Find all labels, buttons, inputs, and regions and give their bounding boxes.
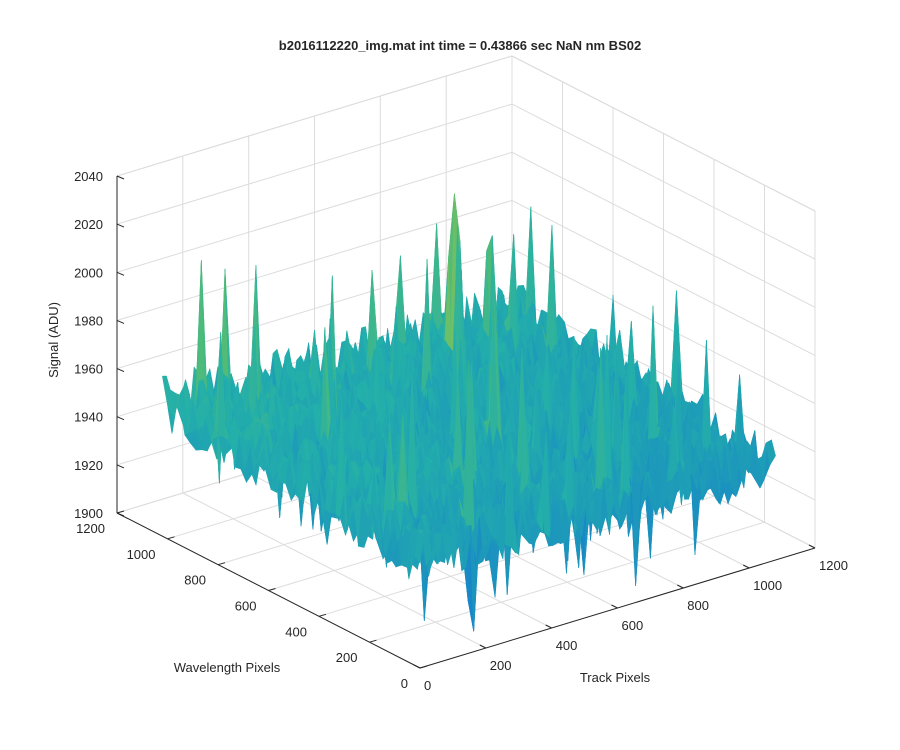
z-tick <box>116 175 125 180</box>
tick-labels: 0 200 400 600 800 1000 1200 0 200 400 600 800 1000 12… <box>74 169 848 693</box>
y-tick <box>369 639 377 643</box>
z-tick-label: 2040 <box>74 169 103 184</box>
z-axis-label: Signal (ADU) <box>46 302 61 378</box>
z-tick <box>116 271 125 276</box>
x-tick <box>545 624 552 629</box>
grid-line <box>116 151 513 273</box>
x-tick-label: 400 <box>556 638 578 653</box>
x-tick <box>413 664 421 669</box>
pane-edge <box>511 55 816 212</box>
x-axis-label: Track Pixels <box>580 670 651 685</box>
y-tick-label: 0 <box>401 676 408 691</box>
x-tick-label: 600 <box>622 618 644 633</box>
x-tick <box>611 604 618 609</box>
z-tick-label: 1960 <box>74 362 103 377</box>
grid-line <box>369 521 765 643</box>
z-tick <box>116 512 125 517</box>
z-tick-label: 2000 <box>74 265 103 280</box>
grid-line <box>511 103 816 260</box>
x-tick-label: 0 <box>424 678 431 693</box>
y-tick <box>318 613 327 617</box>
x-tick-label: 200 <box>490 658 512 673</box>
y-tick <box>167 536 175 540</box>
y-tick-label: 600 <box>235 599 257 614</box>
pane-edge <box>116 55 513 177</box>
y-tick-label: 1200 <box>76 521 105 536</box>
z-tick <box>116 416 125 421</box>
z-tick <box>116 223 125 228</box>
grid-line <box>116 248 513 370</box>
x-tick-label: 1200 <box>819 558 848 573</box>
surface-patch <box>765 439 776 467</box>
z-tick-label: 1920 <box>74 458 103 473</box>
grid-line <box>116 103 513 225</box>
axes-frame <box>116 175 816 669</box>
y-tick <box>217 562 226 566</box>
z-tick <box>116 319 125 324</box>
x-tick-label: 800 <box>687 598 709 613</box>
y-tick-label: 1000 <box>127 547 156 562</box>
z-tick <box>116 464 125 469</box>
y-axis-label: Wavelength Pixels <box>174 660 281 675</box>
z-tick-label: 2020 <box>74 217 103 232</box>
y-tick-label: 200 <box>336 650 358 665</box>
x-tick <box>808 544 816 549</box>
surface-mesh <box>162 193 776 632</box>
x-tick-label: 1000 <box>753 578 782 593</box>
y-tick <box>268 588 276 591</box>
z-tick-label: 1900 <box>74 506 103 521</box>
z-tick-label: 1940 <box>74 410 103 425</box>
grid-line <box>511 151 816 308</box>
z-tick-label: 1980 <box>74 313 103 328</box>
z-tick <box>116 368 125 373</box>
x-tick <box>742 564 750 569</box>
x-tick <box>677 584 684 589</box>
grid-line <box>511 248 816 405</box>
y-tick <box>419 665 428 669</box>
y-tick-label: 400 <box>285 624 307 639</box>
grid-line <box>511 199 816 356</box>
x-tick <box>479 644 487 649</box>
y-tick-label: 800 <box>184 573 206 588</box>
grid-line <box>116 199 513 321</box>
y-tick <box>116 510 125 514</box>
chart-title: b2016112220_img.mat int time = 0.43866 s… <box>279 38 641 53</box>
